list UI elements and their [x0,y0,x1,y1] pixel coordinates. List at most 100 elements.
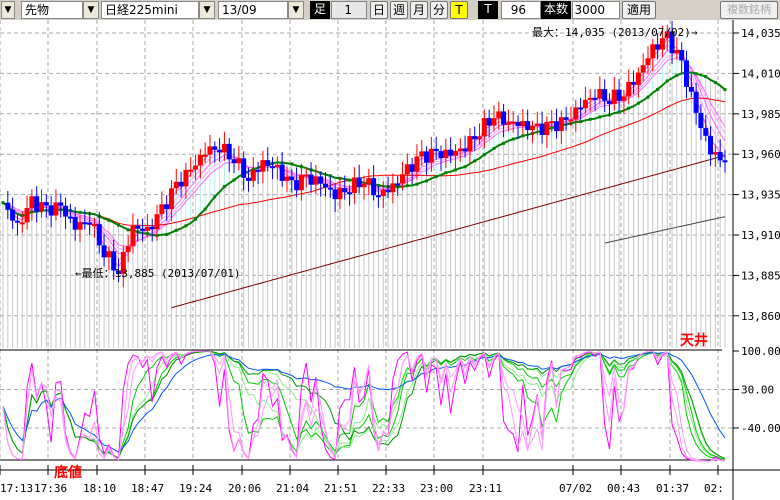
candle-up [611,89,617,104]
short-ma-marker [165,232,169,236]
price-label: 13,960 [741,148,780,161]
count-spinner[interactable]: 3000 [572,1,620,19]
candle-up [193,165,199,170]
month-button[interactable]: 月 [410,1,428,19]
time-label: 18:10 [83,482,116,495]
short-ma-marker [126,228,130,232]
candle-down [72,217,78,230]
short-ma-marker [627,106,631,110]
min-annotation: ←最低：13,885 (2013/07/01) [75,267,241,280]
candle-up [274,164,280,168]
candle-up [582,99,588,109]
candle-up [361,183,367,188]
candle-up [250,169,256,181]
candle-down [472,136,478,140]
short-ma-marker [405,184,409,188]
candle-up [621,96,627,101]
price-label: 13,935 [741,189,780,202]
category-select[interactable]: 先物 [21,1,83,19]
candle-down [693,91,699,113]
candle-up [419,151,425,157]
bar-count-spinner[interactable]: 1 [331,1,367,19]
candle-down [395,183,401,186]
candle-up [635,72,641,85]
symbol-dropdown-button[interactable]: ▼ [199,1,215,19]
price-label: 14,010 [741,67,780,80]
candle-up [467,136,473,152]
count-label: 本数 [541,1,571,19]
candle-down [375,195,381,198]
candle-down [433,148,439,152]
bar-label: 足 [310,1,330,19]
t-label: T [478,1,498,19]
short-ma-marker [348,178,352,182]
osc-magenta-line [2,350,726,462]
candle-down [669,31,675,54]
candle-up [428,148,434,163]
candle-down [34,196,40,212]
candle-up [390,183,396,193]
candle-up [587,97,593,100]
candle-down [318,176,324,184]
candle-down [294,180,300,191]
short-ma-marker [415,182,419,186]
candle-down [96,224,102,246]
candle-up [404,164,410,175]
candle-down [606,100,612,104]
candle-down [722,160,728,163]
short-ma-marker [588,117,592,121]
candle-down [43,202,49,206]
candle-up [534,123,540,126]
candle-up [366,178,372,184]
candle-up [457,148,463,151]
short-ma-marker [290,162,294,166]
candle-down [255,169,261,172]
candle-up [443,149,449,158]
candle-down [708,135,714,155]
candle-down [289,176,295,181]
candle-up [510,121,516,124]
candle-down [149,226,155,230]
symbol-select[interactable]: 日経225mini [101,1,199,19]
candle-down [554,121,560,132]
max-annotation: 最大：14,035 (2013/07/02)→ [532,26,698,39]
osc-magenta-line [2,350,726,462]
candle-up [284,176,290,181]
candle-up [183,169,189,187]
short-ma-marker [232,178,236,182]
candle-up [77,222,83,230]
price-label: 14,035 [741,27,780,40]
candle-up [645,58,651,66]
candle-up [120,251,126,274]
short-ma-marker [511,137,515,141]
candle-down [101,245,107,258]
contract-dropdown-button[interactable]: ▼ [288,1,304,19]
candle-up [106,251,112,258]
contract-select[interactable]: 13/09 [218,1,288,19]
price-label: 13,985 [741,108,780,121]
tick-button[interactable]: T [450,1,468,19]
candle-up [520,121,526,127]
week-button[interactable]: 週 [390,1,408,19]
apply-button[interactable]: 適用 [622,1,656,19]
candle-down [703,128,709,136]
short-ma-marker [636,101,640,105]
category-dropdown-button[interactable]: ▼ [83,1,99,19]
candle-up [659,38,665,50]
candle-up [298,174,304,191]
menu-dropdown-button[interactable]: ▼ [1,1,15,19]
price-chart[interactable]: 17:13 17:36 18:10 18:47 19:24 20:06 21:04 21:51… [0,20,780,500]
t-value-spinner[interactable]: 96 [501,1,541,19]
long-ma-line [171,155,726,309]
candle-down [241,158,247,178]
multi-symbol-button[interactable]: 複数銘柄 [720,1,778,19]
short-ma-marker [713,80,717,84]
candle-up [558,117,564,132]
osc-label: 100.00 [741,345,780,358]
day-button[interactable]: 日 [370,1,388,19]
candle-down [5,202,11,210]
time-label: 17:13 [0,482,33,495]
time-label: 17:36 [34,482,67,495]
time-label: 22:33 [372,482,405,495]
minute-button[interactable]: 分 [430,1,448,19]
